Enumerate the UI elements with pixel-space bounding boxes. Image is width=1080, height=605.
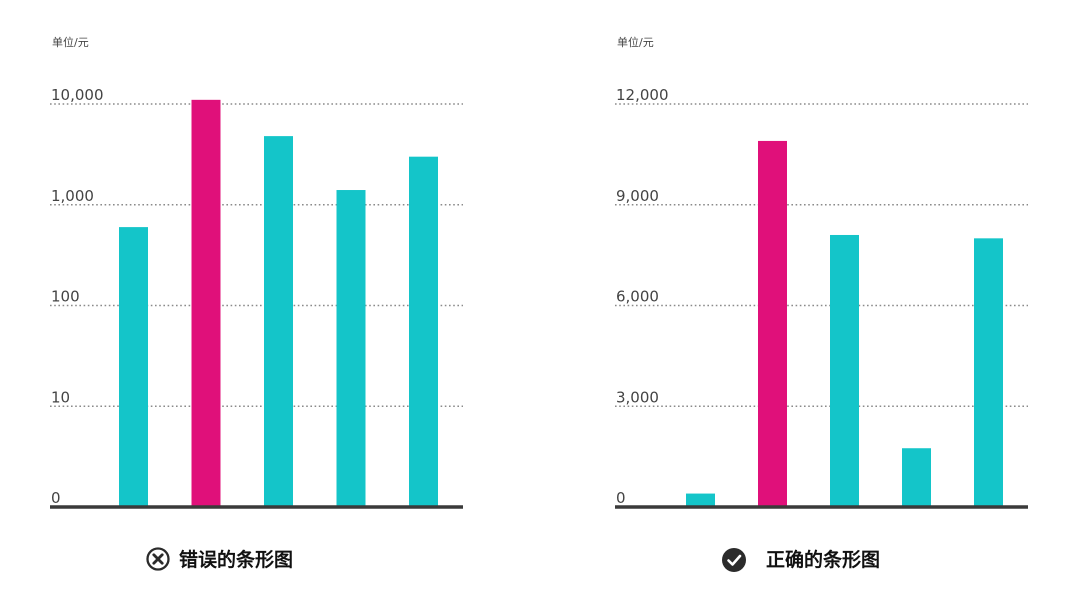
- grid-lines: [50, 103, 463, 408]
- chart-linear-correct: 单位/元 0 3,000 6,000 9,000 12,000 正确的条形图: [615, 35, 1028, 572]
- bar: [830, 234, 859, 507]
- y-tick-label: 10: [51, 388, 70, 406]
- bar: [974, 238, 1003, 508]
- y-tick-label: 100: [51, 288, 80, 306]
- y-tick-label: 3,000: [616, 388, 659, 406]
- bar-highlighted: [191, 99, 221, 508]
- grid-lines: [615, 103, 1028, 408]
- caption-text: 正确的条形图: [766, 548, 880, 571]
- bar: [409, 156, 438, 507]
- y-tick-labels: 0 3,000 6,000 9,000 12,000: [616, 86, 669, 507]
- y-tick-label: 6,000: [616, 288, 659, 306]
- unit-label: 单位/元: [52, 35, 89, 49]
- bar: [336, 190, 366, 508]
- bar: [902, 448, 931, 507]
- bar: [264, 136, 293, 508]
- bars: [119, 99, 438, 508]
- bars: [686, 140, 1003, 508]
- bar-highlighted: [758, 140, 787, 508]
- y-tick-label: 0: [616, 489, 626, 507]
- caption-wrong: 错误的条形图: [146, 547, 293, 571]
- close-circle-icon: [146, 547, 170, 571]
- caption-text: 错误的条形图: [179, 548, 293, 571]
- bar: [119, 227, 148, 507]
- y-tick-label: 0: [51, 489, 61, 507]
- check-circle-icon: [722, 548, 746, 572]
- chart-log-wrong: 单位/元 0 10 100 1,000 10,000 错误的条形图: [50, 35, 463, 571]
- caption-correct: 正确的条形图: [722, 548, 880, 572]
- y-tick-labels: 0 10 100 1,000 10,000: [51, 86, 104, 507]
- y-tick-label: 12,000: [616, 86, 669, 104]
- y-tick-label: 10,000: [51, 86, 104, 104]
- bar: [686, 493, 715, 507]
- y-tick-label: 1,000: [51, 187, 94, 205]
- y-tick-label: 9,000: [616, 187, 659, 205]
- unit-label: 单位/元: [617, 35, 654, 49]
